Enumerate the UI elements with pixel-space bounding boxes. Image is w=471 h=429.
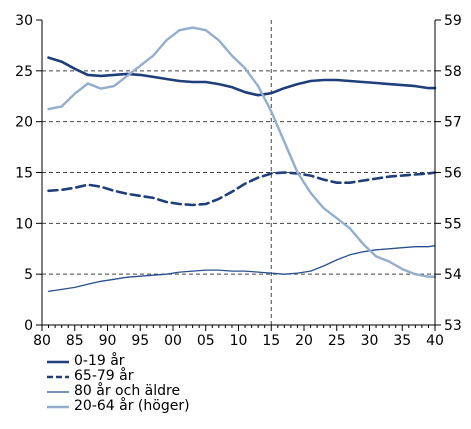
legend-swatch bbox=[47, 405, 69, 409]
legend-swatch bbox=[47, 391, 69, 393]
x-tick-label: 25 bbox=[328, 333, 346, 349]
series-line bbox=[47, 171, 437, 207]
left-tick-label: 20 bbox=[15, 115, 33, 131]
legend-swatch bbox=[47, 360, 69, 364]
series-line bbox=[47, 26, 437, 278]
legend-swatch bbox=[47, 375, 69, 379]
x-tick-label: 40 bbox=[426, 333, 444, 349]
x-tick-label: 20 bbox=[295, 333, 313, 349]
series-line bbox=[47, 56, 437, 97]
gridlines bbox=[42, 20, 435, 325]
x-tick-label: 00 bbox=[164, 333, 182, 349]
x-tick-label: 80 bbox=[33, 333, 51, 349]
left-tick-label: 30 bbox=[15, 13, 33, 29]
x-tick-label: 30 bbox=[361, 333, 379, 349]
right-tick-label: 59 bbox=[444, 13, 462, 29]
legend-label: 65-79 år bbox=[74, 368, 134, 384]
left-tick-label: 15 bbox=[15, 166, 33, 182]
right-tick-label: 54 bbox=[444, 267, 462, 283]
legend-item: 65-79 år bbox=[46, 369, 190, 384]
legend-label: 0-19 år bbox=[74, 353, 125, 369]
legend: 0-19 år 65-79 år 80 år och äldre 20-64 år (… bbox=[46, 354, 190, 414]
x-tick-label: 35 bbox=[393, 333, 411, 349]
legend-label: 20-64 år (höger) bbox=[74, 398, 190, 414]
x-tick-label: 85 bbox=[66, 333, 84, 349]
legend-item: 20-64 år (höger) bbox=[46, 399, 190, 414]
left-tick-label: 5 bbox=[24, 267, 33, 283]
legend-label: 80 år och äldre bbox=[74, 383, 181, 399]
x-tick-label: 95 bbox=[131, 333, 149, 349]
left-tick-label: 25 bbox=[15, 64, 33, 80]
left-tick-label: 10 bbox=[15, 216, 33, 232]
legend-item: 0-19 år bbox=[46, 354, 190, 369]
legend-item: 80 år och äldre bbox=[46, 384, 190, 399]
series-line bbox=[47, 245, 436, 293]
right-tick-label: 57 bbox=[444, 115, 462, 131]
series-lines bbox=[47, 26, 437, 293]
left-tick-label: 0 bbox=[24, 318, 33, 334]
right-tick-label: 58 bbox=[444, 64, 462, 80]
right-tick-label: 55 bbox=[444, 216, 462, 232]
right-tick-label: 53 bbox=[444, 318, 462, 334]
right-tick-label: 56 bbox=[444, 166, 462, 182]
x-tick-label: 90 bbox=[99, 333, 117, 349]
x-tick-label: 15 bbox=[262, 333, 280, 349]
x-tick-label: 05 bbox=[197, 333, 215, 349]
x-tick-label: 10 bbox=[230, 333, 248, 349]
